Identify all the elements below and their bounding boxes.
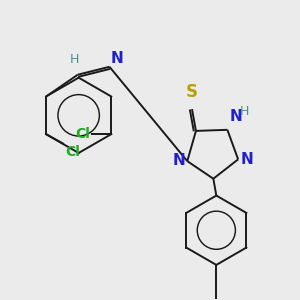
Text: N: N [230,109,242,124]
Text: H: H [70,53,80,66]
Text: N: N [110,51,123,66]
Text: Cl: Cl [76,127,91,141]
Text: N: N [241,152,254,167]
Text: N: N [172,153,185,168]
Text: H: H [239,105,249,118]
Text: Cl: Cl [65,145,80,159]
Text: S: S [186,83,198,101]
